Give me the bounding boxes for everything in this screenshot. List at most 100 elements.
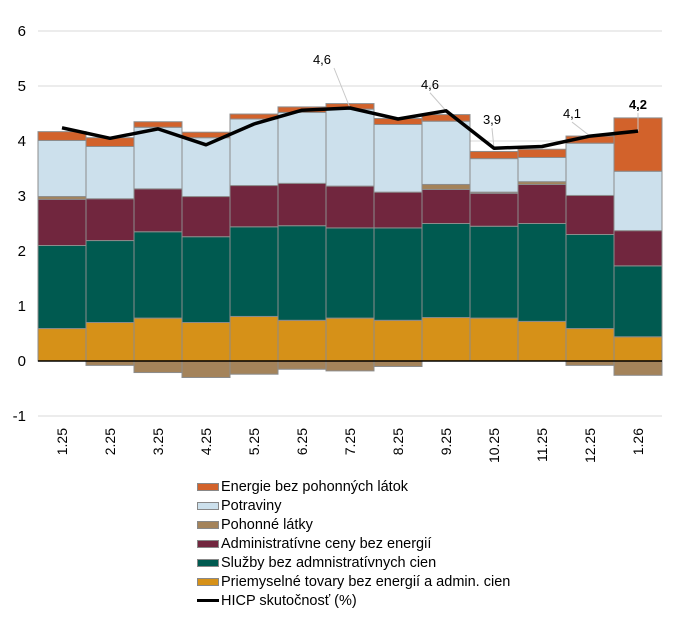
- legend-label: HICP skutočnosť (%): [221, 592, 357, 609]
- bar-segment: [85, 240, 135, 323]
- y-tick-label: 4: [18, 133, 26, 150]
- x-tick-label: 7.25: [342, 428, 358, 455]
- bar-segment: [565, 234, 615, 330]
- legend-swatch: [197, 501, 219, 510]
- bar-segment: [277, 319, 327, 362]
- legend-item: HICP skutočnosť (%): [197, 591, 510, 610]
- y-tick-label: 2: [18, 243, 26, 260]
- bar-segment: [469, 150, 519, 160]
- data-label: 4,2: [629, 97, 647, 112]
- bar-segment: [469, 225, 519, 319]
- legend-item: Služby bez admnistratívnych cien: [197, 553, 510, 572]
- y-tick-label: 6: [18, 23, 26, 40]
- bar-segment: [229, 315, 279, 362]
- legend-label: Priemyselné tovary bez energií a admin. …: [221, 573, 511, 590]
- x-tick-label: 3.25: [150, 428, 166, 455]
- legend-item: Energie bez pohonných látok: [197, 477, 510, 496]
- bar-segment: [85, 146, 135, 200]
- bar-segment: [421, 120, 471, 185]
- legend-swatch: [197, 599, 219, 602]
- bar-segment: [373, 319, 423, 362]
- bar-segment: [133, 360, 183, 374]
- bar-segment: [325, 227, 375, 319]
- bar-segment: [613, 230, 663, 267]
- bar-segment: [613, 360, 663, 376]
- legend-swatch: [197, 482, 219, 491]
- bar-segment: [37, 198, 87, 247]
- bar-segment: [181, 236, 231, 323]
- bar-segment: [565, 194, 615, 235]
- bar-segment: [229, 185, 279, 228]
- bar-segment: [37, 245, 87, 330]
- x-tick-label: 4.25: [198, 428, 214, 455]
- bar-segment: [421, 223, 471, 319]
- legend-label: Pohonné látky: [221, 516, 313, 533]
- bar-segment: [421, 183, 471, 190]
- data-label: 4,1: [563, 106, 581, 121]
- bar-segment: [133, 231, 183, 319]
- bar-segment: [373, 124, 423, 193]
- legend-swatch: [197, 558, 219, 567]
- legend-item: Pohonné látky: [197, 515, 510, 534]
- x-tick-label: 1.25: [54, 428, 70, 455]
- annotation-leaders: [333, 67, 639, 149]
- y-tick-label: -1: [13, 408, 26, 425]
- bar-segment: [469, 317, 519, 362]
- bar-segment: [517, 320, 567, 362]
- legend-swatch: [197, 539, 219, 548]
- x-tick-label: 5.25: [246, 428, 262, 455]
- bar-segment: [133, 188, 183, 233]
- bar-segment: [277, 111, 327, 184]
- annotation-leader: [333, 67, 351, 109]
- bar-segment: [37, 139, 87, 198]
- bar-segment: [37, 328, 87, 362]
- bar-segment: [517, 157, 567, 183]
- x-tick-label: 8.25: [390, 428, 406, 455]
- x-axis-ticks: 1.25 2.25 3.25 4.25 5.25 6.25 7.25 8.25 9.25 10.2…: [54, 428, 646, 463]
- legend-label: Energie bez pohonných látok: [221, 478, 409, 495]
- bar-segment: [229, 118, 279, 187]
- data-label: 4,6: [313, 52, 331, 67]
- x-tick-label: 6.25: [294, 428, 310, 455]
- bar-segment: [325, 360, 375, 372]
- x-tick-label: 10.25: [486, 428, 502, 463]
- bar-segment: [613, 265, 663, 338]
- bar-segment: [373, 360, 423, 367]
- bar-segment: [85, 198, 135, 242]
- bar-segment: [421, 317, 471, 362]
- bar-segment: [133, 317, 183, 362]
- data-label: 4,6: [421, 77, 439, 92]
- annotation-leader: [429, 92, 447, 112]
- data-label: 3,9: [483, 112, 501, 127]
- bar-segment: [325, 185, 375, 229]
- legend-item: Administratívne ceny bez energií: [197, 534, 510, 553]
- bar-segment: [325, 108, 375, 187]
- legend-swatch: [197, 577, 219, 586]
- legend-item: Priemyselné tovary bez energií a admin. …: [197, 572, 510, 591]
- bar-segment: [613, 170, 663, 232]
- x-tick-label: 9.25: [438, 428, 454, 455]
- bar-segment: [517, 148, 567, 158]
- bar-segment: [421, 114, 471, 122]
- bar-segment: [133, 121, 183, 128]
- bar-segment: [325, 317, 375, 362]
- y-tick-label: 3: [18, 188, 26, 205]
- bar-segment: [517, 223, 567, 322]
- legend-label: Administratívne ceny bez energií: [221, 535, 432, 552]
- x-tick-label: 12.25: [582, 428, 598, 463]
- bar-segment: [181, 360, 231, 378]
- annotation-leader: [491, 128, 495, 149]
- bar-segment: [277, 182, 327, 227]
- bar-segment: [133, 126, 183, 190]
- y-tick-label: 0: [18, 353, 26, 370]
- bar-segment: [469, 192, 519, 227]
- bar-segment: [229, 360, 279, 375]
- x-tick-label: 2.25: [102, 428, 118, 455]
- legend-swatch: [197, 520, 219, 529]
- bar-segment: [85, 322, 135, 362]
- bar-segment: [277, 360, 327, 370]
- legend: Energie bez pohonných látok Potraviny Poho…: [197, 477, 510, 610]
- bar-segment: [229, 226, 279, 317]
- bars: [37, 103, 663, 378]
- legend-item: Potraviny: [197, 496, 510, 515]
